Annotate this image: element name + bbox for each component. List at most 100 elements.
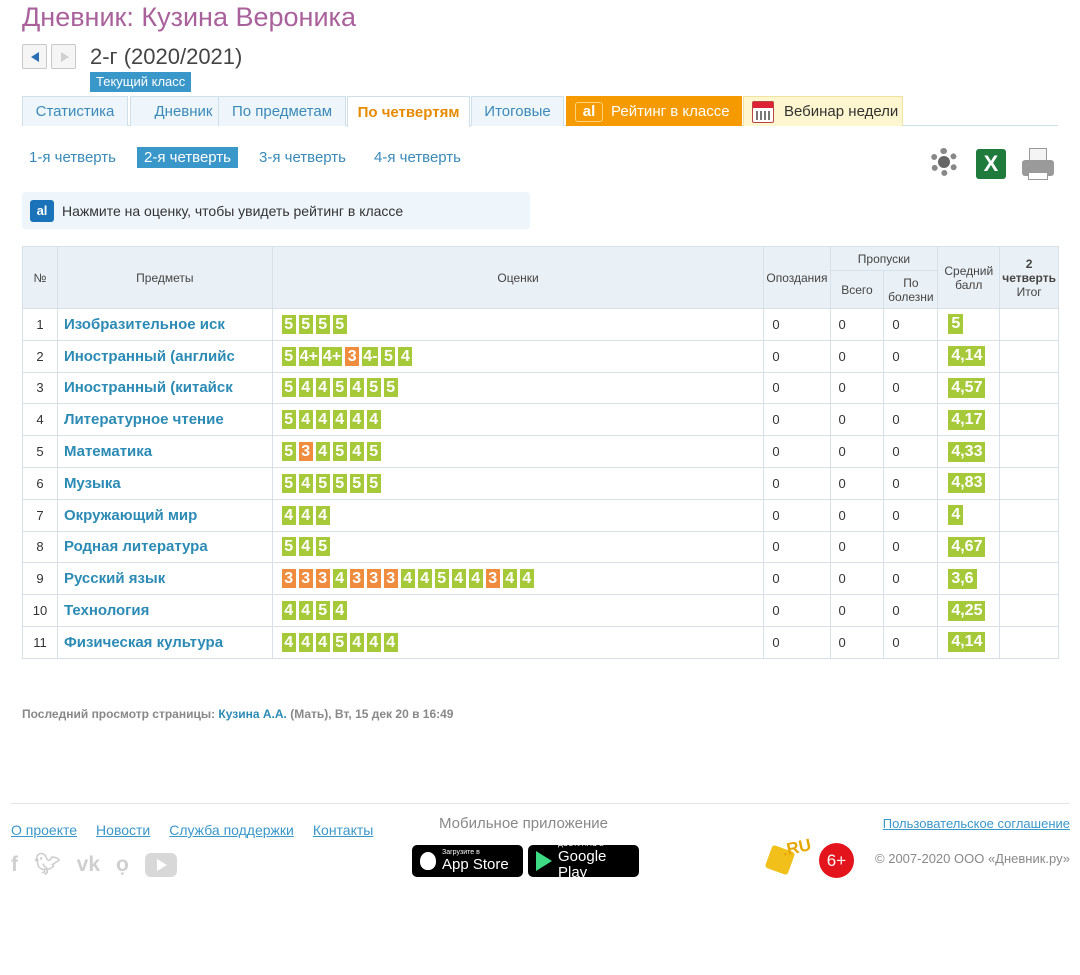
grade-mark[interactable]: 4: [349, 442, 364, 462]
grade-mark[interactable]: 4: [417, 569, 432, 589]
subject-link[interactable]: Родная литература: [56, 530, 273, 564]
subject-link[interactable]: Иностранный (китайск: [56, 371, 273, 405]
grade-mark[interactable]: 5: [281, 410, 296, 430]
grade-mark[interactable]: 5: [281, 314, 296, 334]
tab-by-quarters[interactable]: По четвертям: [347, 96, 470, 127]
grade-mark[interactable]: 4: [349, 378, 364, 398]
grade-mark[interactable]: 4: [315, 505, 330, 525]
grade-mark[interactable]: 3: [383, 569, 398, 589]
grade-mark[interactable]: 4+: [321, 346, 343, 366]
grade-mark[interactable]: 4: [298, 505, 313, 525]
grade-mark[interactable]: 3: [298, 569, 313, 589]
average-mark[interactable]: 4,14: [948, 346, 986, 367]
grade-mark[interactable]: 4: [332, 601, 347, 621]
tab-final[interactable]: Итоговые: [471, 96, 564, 126]
grade-mark[interactable]: 5: [281, 346, 296, 366]
subject-link[interactable]: Литературное чтение: [56, 403, 273, 437]
user-agreement-link[interactable]: Пользовательское соглашение: [882, 816, 1070, 831]
average-mark[interactable]: 4,57: [948, 377, 986, 398]
print-icon[interactable]: [1020, 146, 1056, 182]
average-mark[interactable]: 4,83: [948, 473, 986, 494]
grade-mark[interactable]: 4: [315, 442, 330, 462]
average-mark[interactable]: 4,17: [948, 409, 986, 430]
grade-mark[interactable]: 3: [298, 442, 313, 462]
grade-mark[interactable]: 5: [366, 378, 381, 398]
grade-mark[interactable]: 4: [298, 410, 313, 430]
average-mark[interactable]: 4,33: [948, 441, 986, 462]
quarter-1-link[interactable]: 1-я четверть: [29, 149, 116, 166]
grade-mark[interactable]: 5: [281, 378, 296, 398]
prev-year-arrow-icon[interactable]: [22, 44, 47, 69]
average-mark[interactable]: 3,6: [948, 568, 977, 589]
grade-mark[interactable]: 4: [281, 601, 296, 621]
grade-mark[interactable]: 3: [366, 569, 381, 589]
grade-mark[interactable]: 5: [281, 442, 296, 462]
grade-mark[interactable]: 5: [332, 378, 347, 398]
average-mark[interactable]: 4,14: [948, 632, 986, 653]
footer-link-news[interactable]: Новости: [96, 822, 151, 838]
vk-icon[interactable]: vk: [76, 853, 101, 876]
grade-mark[interactable]: 4: [315, 378, 330, 398]
grade-mark[interactable]: 5: [366, 473, 381, 493]
grade-mark[interactable]: 5: [315, 314, 330, 334]
grade-mark[interactable]: 4: [451, 569, 466, 589]
last-view-user-link[interactable]: Кузина А.А.: [218, 707, 287, 721]
subject-link[interactable]: Изобразительное иск: [56, 308, 273, 341]
grade-mark[interactable]: 5: [332, 314, 347, 334]
tab-class-rating[interactable]: al Рейтинг в классе: [566, 96, 742, 126]
grade-mark[interactable]: 4: [400, 569, 415, 589]
grade-mark[interactable]: 4: [315, 410, 330, 430]
grade-mark[interactable]: 4-: [362, 346, 379, 366]
grade-mark[interactable]: 4: [281, 632, 296, 652]
grade-mark[interactable]: 5: [332, 442, 347, 462]
quarter-4-link[interactable]: 4-я четверть: [374, 149, 461, 166]
grade-mark[interactable]: 4: [298, 537, 313, 557]
grade-mark[interactable]: 4: [315, 632, 330, 652]
grade-mark[interactable]: 3: [315, 569, 330, 589]
facebook-icon[interactable]: f: [11, 853, 18, 876]
tab-webinar[interactable]: Вебинар недели: [743, 96, 903, 126]
footer-link-about[interactable]: О проекте: [11, 822, 78, 838]
subject-link[interactable]: Музыка: [56, 466, 273, 500]
grade-mark[interactable]: 5: [281, 537, 296, 557]
quarter-3-link[interactable]: 3-я четверть: [259, 149, 346, 166]
grade-mark[interactable]: 4: [298, 473, 313, 493]
grade-mark[interactable]: 4: [298, 601, 313, 621]
grade-mark[interactable]: 4: [398, 346, 413, 366]
grade-mark[interactable]: 4: [383, 632, 398, 652]
odnoklassniki-icon[interactable]: ọ: [116, 853, 129, 876]
grade-mark[interactable]: 5: [332, 473, 347, 493]
grade-mark[interactable]: 4: [366, 410, 381, 430]
grade-mark[interactable]: 4: [281, 505, 296, 525]
subject-link[interactable]: Физическая культура: [56, 625, 273, 659]
tab-statistics[interactable]: Статистика: [22, 96, 128, 126]
grade-mark[interactable]: 4: [502, 569, 517, 589]
settings-gear-icon[interactable]: [926, 146, 962, 182]
subject-link[interactable]: Окружающий мир: [56, 498, 273, 532]
grade-mark[interactable]: 5: [332, 632, 347, 652]
subject-link[interactable]: Русский язык: [56, 562, 273, 596]
footer-link-support[interactable]: Служба поддержки: [169, 822, 294, 838]
grade-mark[interactable]: 5: [315, 537, 330, 557]
grade-mark[interactable]: 4: [332, 569, 347, 589]
excel-export-icon[interactable]: X: [976, 149, 1006, 179]
grade-mark[interactable]: 4: [468, 569, 483, 589]
grade-mark[interactable]: 5: [381, 346, 396, 366]
footer-link-contacts[interactable]: Контакты: [312, 822, 374, 838]
grade-mark[interactable]: 5: [315, 601, 330, 621]
quarter-2-link[interactable]: 2-я четверть: [137, 147, 238, 168]
average-mark[interactable]: 4: [948, 505, 964, 526]
grade-mark[interactable]: 5: [281, 473, 296, 493]
grade-mark[interactable]: 3: [281, 569, 296, 589]
grade-mark[interactable]: 4: [332, 410, 347, 430]
twitter-icon[interactable]: 🐦︎: [34, 853, 61, 876]
average-mark[interactable]: 4,67: [948, 536, 986, 557]
subject-link[interactable]: Иностранный (английс: [56, 339, 273, 373]
grade-mark[interactable]: 4: [298, 632, 313, 652]
grade-mark[interactable]: 4: [298, 378, 313, 398]
grade-mark[interactable]: 4: [349, 410, 364, 430]
grade-mark[interactable]: 4: [519, 569, 534, 589]
google-play-button[interactable]: ДОСТУПНО В Google Play: [528, 841, 639, 881]
subject-link[interactable]: Технология: [56, 594, 273, 627]
grade-mark[interactable]: 3: [349, 569, 364, 589]
